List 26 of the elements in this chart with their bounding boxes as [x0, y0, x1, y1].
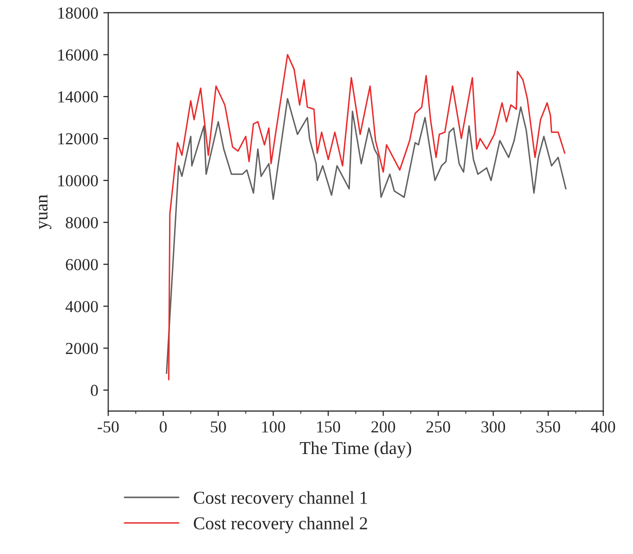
x-tick-label: 300 [482, 421, 506, 433]
y-tick-label: 4000 [66, 300, 98, 312]
y-tick-label: 10000 [58, 175, 98, 186]
y-tick-label: 14000 [58, 91, 98, 103]
x-tick-label: 200 [371, 421, 396, 433]
line-series [166, 98, 567, 374]
x-tick-label: 0 [160, 421, 167, 433]
x-axis-title: The Time (day) [300, 441, 412, 458]
x-tick-label: 100 [262, 421, 286, 433]
x-tick-label: 400 [591, 421, 616, 433]
y-tick-label: 8000 [66, 217, 98, 228]
legend-label: Cost recovery channel 2 [194, 516, 368, 534]
y-tick-label: 6000 [66, 259, 98, 270]
y-tick-label: 16000 [58, 49, 98, 61]
line-series [168, 54, 566, 380]
x-tick-label: 350 [536, 421, 560, 433]
x-tick-label: 50 [210, 421, 226, 433]
x-tick-label: 150 [317, 421, 340, 433]
x-tick-label: -50 [98, 421, 119, 433]
legend-label: Cost recovery channel 1 [194, 491, 367, 508]
y-tick-label: 12000 [58, 133, 98, 144]
y-tick-label: 2000 [66, 342, 98, 354]
y-axis-title: yuan [38, 194, 52, 230]
y-tick-label: 18000 [58, 7, 98, 19]
x-tick-label: 250 [426, 421, 450, 433]
y-tick-label: 0 [90, 384, 98, 396]
